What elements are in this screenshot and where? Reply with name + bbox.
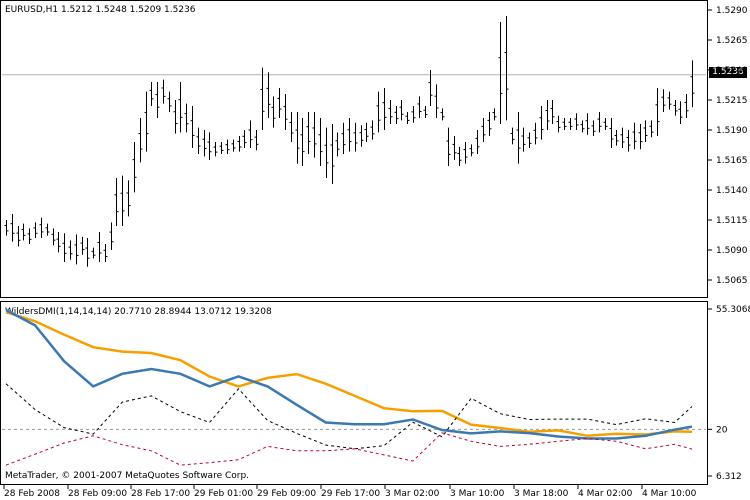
price-axis-tick-label: 1.5090 bbox=[716, 246, 748, 256]
time-axis-tick-label: 3 Mar 10:00 bbox=[450, 489, 505, 499]
price-axis-tick-label: 1.5215 bbox=[716, 96, 748, 106]
price-axis-tick-label: 1.5115 bbox=[716, 216, 748, 226]
price-axis-tick-label: 1.5140 bbox=[716, 186, 748, 196]
indicator-series-3 bbox=[5, 432, 693, 466]
current-price-label: 1.5236 bbox=[709, 67, 747, 78]
time-axis-tick-label: 3 Mar 02:00 bbox=[385, 489, 440, 499]
price-axis-tick-label: 1.5240 bbox=[716, 66, 748, 76]
indicator-series-0 bbox=[5, 310, 693, 438]
indicator-axis-tick-label: 55.3068 bbox=[716, 305, 750, 315]
time-axis-tick-label: 28 Feb 2008 bbox=[4, 489, 60, 499]
price-chart-header: EURUSD,H1 1.5212 1.5248 1.5209 1.5236 bbox=[5, 5, 196, 15]
price-chart-panel[interactable] bbox=[0, 0, 708, 298]
time-axis-tick-label: 29 Feb 09:00 bbox=[257, 489, 316, 499]
price-axis-tick-label: 1.5190 bbox=[716, 126, 748, 136]
indicator-axis-tick-label: 20 bbox=[716, 425, 728, 435]
price-axis-tick-label: 1.5065 bbox=[716, 276, 748, 286]
price-axis-tick-label: 1.5165 bbox=[716, 156, 748, 166]
indicator-panel[interactable] bbox=[0, 301, 708, 485]
time-axis-tick-label: 4 Mar 02:00 bbox=[578, 489, 633, 499]
time-axis-tick-label: 28 Feb 17:00 bbox=[131, 489, 190, 499]
indicator-series-1 bbox=[5, 308, 693, 440]
time-axis-tick-label: 4 Mar 10:00 bbox=[642, 489, 697, 499]
time-axis-tick-label: 28 Feb 09:00 bbox=[68, 489, 127, 499]
time-axis-tick-label: 29 Feb 01:00 bbox=[194, 489, 253, 499]
price-axis-tick-label: 1.5265 bbox=[716, 36, 748, 46]
price-axis-tick-label: 1.5290 bbox=[716, 6, 748, 16]
time-axis-tick-label: 3 Mar 18:00 bbox=[514, 489, 569, 499]
time-axis-tick-label: 29 Feb 17:00 bbox=[321, 489, 380, 499]
copyright-text: MetaTrader, © 2001-2007 MetaQuotes Softw… bbox=[5, 471, 250, 481]
indicator-series-2 bbox=[5, 383, 693, 450]
indicator-axis-tick-label: 6.312 bbox=[716, 472, 742, 482]
indicator-header: WildersDMI(1,14,14,14) 20.7710 28.8944 1… bbox=[5, 307, 272, 317]
